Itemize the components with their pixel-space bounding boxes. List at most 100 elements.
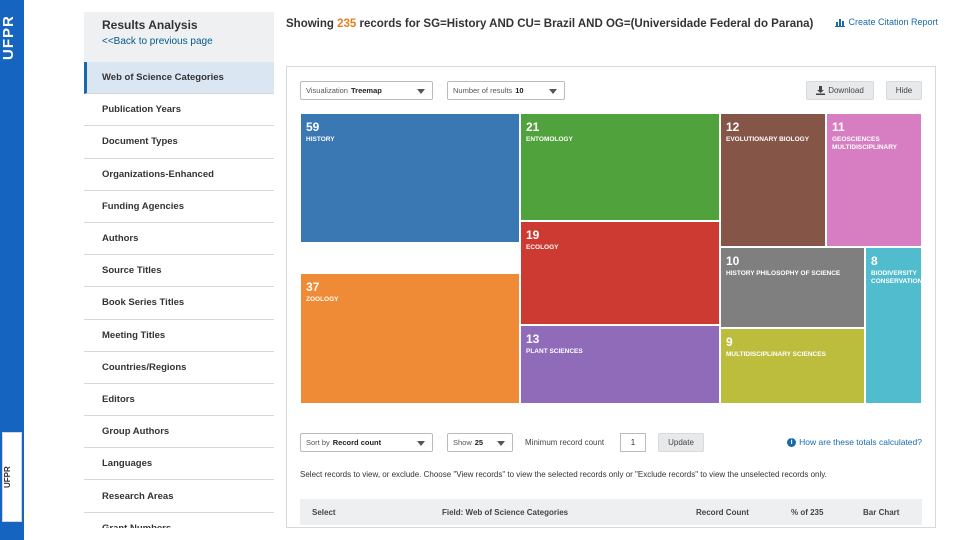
results-label: Number of results (453, 86, 513, 95)
category-treemap: 59 HISTORY 37 ZOOLOGY 21 ENTOMOLOGY 19 ECOLOGY 1… (300, 113, 922, 405)
results-analysis-page: Results Analysis <<Back to previous page… (84, 12, 940, 528)
column-header: Select (312, 508, 336, 517)
treemap-cell[interactable]: 10 HISTORY PHILOSOPHY OF SCIENCE (720, 247, 865, 328)
info-icon: i (787, 437, 797, 447)
record-count: 235 (337, 18, 357, 30)
chevron-down-icon (417, 441, 425, 446)
column-header[interactable]: % of 235 (791, 508, 824, 517)
download-icon (816, 86, 826, 95)
treemap-cell[interactable]: 8 BIODIVERSITY CONSERVATION (865, 247, 922, 404)
column-header[interactable]: Bar Chart (863, 508, 900, 517)
results-value: 10 (515, 86, 524, 95)
summary-prefix: Showing (286, 18, 334, 30)
treemap-cell[interactable]: 13 PLANT SCIENCES (520, 325, 720, 404)
sidebar-item[interactable]: Document Types (84, 126, 274, 159)
treemap-cell-count: 59 (306, 120, 320, 134)
sidebar-item[interactable]: Organizations-Enhanced (84, 158, 274, 191)
show-count-select[interactable]: Show 25 (447, 433, 513, 452)
sidebar-item[interactable]: Web of Science Categories (84, 62, 274, 95)
treemap-cell[interactable]: 12 EVOLUTIONARY BIOLOGY (720, 113, 826, 247)
treemap-cell[interactable]: 21 ENTOMOLOGY (520, 113, 720, 221)
chevron-down-icon (497, 441, 505, 446)
show-label: Show (453, 438, 472, 447)
treemap-cell-label: BIODIVERSITY CONSERVATION (871, 270, 922, 285)
treemap-cell-label: EVOLUTIONARY BIOLOGY (726, 136, 810, 143)
sidebar-item[interactable]: Source Titles (84, 255, 274, 288)
create-citation-report-link[interactable]: Create Citation Report (835, 17, 938, 27)
sidebar-item[interactable]: Research Areas (84, 480, 274, 513)
chevron-down-icon (549, 89, 557, 94)
results-table-header: Select Field: Web of Science Categories Re… (300, 499, 922, 525)
sidebar-field-list: Web of Science Categories Publication Yea… (84, 62, 274, 528)
treemap-cell-count: 10 (726, 254, 740, 268)
sidebar-item[interactable]: Grant Numbers (84, 512, 274, 528)
download-button[interactable]: Download (806, 81, 874, 100)
treemap-cell-label: MULTIDISCIPLINARY SCIENCES (726, 351, 826, 358)
table-controls: Sort by Record count Show 25 Minimum recor… (300, 433, 922, 453)
treemap-cell-label: ECOLOGY (526, 244, 559, 251)
bar-chart-icon (835, 18, 846, 27)
treemap-cell[interactable]: 9 MULTIDISCIPLINARY SCIENCES (720, 328, 865, 404)
visualization-select[interactable]: Visualization Treemap (300, 81, 433, 100)
treemap-cell-count: 9 (726, 335, 733, 349)
visualization-label: Visualization (306, 86, 348, 95)
update-label: Update (668, 438, 694, 447)
results-summary: Showing 235 records for SG=History AND C… (286, 18, 813, 30)
min-record-count-label: Minimum record count (525, 438, 605, 447)
treemap-cell-label: ENTOMOLOGY (526, 136, 573, 143)
visualization-value: Treemap (350, 86, 382, 95)
number-of-results-select[interactable]: Number of results 10 (447, 81, 565, 100)
treemap-cell-label: HISTORY (306, 136, 335, 143)
citation-link-label: Create Citation Report (848, 17, 938, 27)
treemap-cell-label: HISTORY PHILOSOPHY OF SCIENCE (726, 270, 841, 277)
analysis-panel: Visualization Treemap Number of results 10… (286, 66, 936, 528)
min-record-count-input[interactable]: 1 (620, 433, 646, 452)
sort-value: Record count (332, 438, 382, 447)
treemap-cell[interactable]: 37 ZOOLOGY (300, 273, 520, 404)
brand-stripe-text: UFPR (0, 15, 17, 61)
treemap-cell-label: GEOSCIENCES MULTIDISCIPLINARY (832, 136, 897, 151)
sidebar-item[interactable]: Book Series Titles (84, 287, 274, 320)
column-header[interactable]: Field: Web of Science Categories (442, 508, 569, 517)
treemap-cell-count: 12 (726, 120, 740, 134)
sort-label: Sort by (306, 438, 330, 447)
treemap-cell[interactable]: 19 ECOLOGY (520, 221, 720, 325)
update-button[interactable]: Update (658, 433, 704, 452)
sidebar-item[interactable]: Meeting Titles (84, 319, 274, 352)
totals-help-link[interactable]: i How are these totals calculated? (787, 437, 922, 447)
column-header[interactable]: Record Count (696, 508, 749, 517)
treemap-cell-count: 21 (526, 120, 540, 134)
university-logo-text: UFPR (3, 466, 12, 488)
show-value: 25 (474, 438, 484, 447)
sidebar-item[interactable]: Editors (84, 383, 274, 417)
summary-query: records for SG=History AND CU= Brazil AN… (359, 18, 814, 30)
sidebar-header: Results Analysis <<Back to previous page (102, 18, 272, 47)
sidebar: Results Analysis <<Back to previous page… (84, 12, 274, 528)
university-logo: UFPR (2, 432, 22, 522)
sidebar-item[interactable]: Funding Agencies (84, 190, 274, 223)
sidebar-item[interactable]: Group Authors (84, 416, 274, 449)
sidebar-item[interactable]: Countries/Regions (84, 351, 274, 384)
sidebar-item[interactable]: Publication Years (84, 94, 274, 127)
back-link[interactable]: <<Back to previous page (102, 36, 213, 47)
hide-button[interactable]: Hide (886, 81, 922, 100)
treemap-cell-count: 37 (306, 280, 320, 294)
download-label: Download (828, 86, 864, 95)
treemap-cell-count: 8 (871, 254, 878, 268)
treemap-cell-label: ZOOLOGY (306, 296, 339, 303)
hide-label: Hide (895, 86, 913, 95)
treemap-cell-count: 13 (526, 332, 540, 346)
treemap-cell-count: 19 (526, 228, 540, 242)
help-label: How are these totals calculated? (799, 437, 922, 447)
treemap-cell[interactable]: 11 GEOSCIENCES MULTIDISCIPLINARY (826, 113, 922, 247)
main-content: Showing 235 records for SG=History AND C… (274, 12, 940, 528)
sidebar-item[interactable]: Languages (84, 448, 274, 481)
sort-by-select[interactable]: Sort by Record count (300, 433, 433, 452)
page-title: Results Analysis (102, 18, 198, 32)
chevron-down-icon (417, 89, 425, 94)
selection-instructions: Select records to view, or exclude. Choo… (300, 470, 827, 479)
treemap-cell[interactable]: 59 HISTORY (300, 113, 520, 243)
treemap-cell-label: PLANT SCIENCES (526, 348, 583, 355)
sidebar-item[interactable]: Authors (84, 222, 274, 256)
treemap-cell-count: 11 (832, 120, 845, 134)
